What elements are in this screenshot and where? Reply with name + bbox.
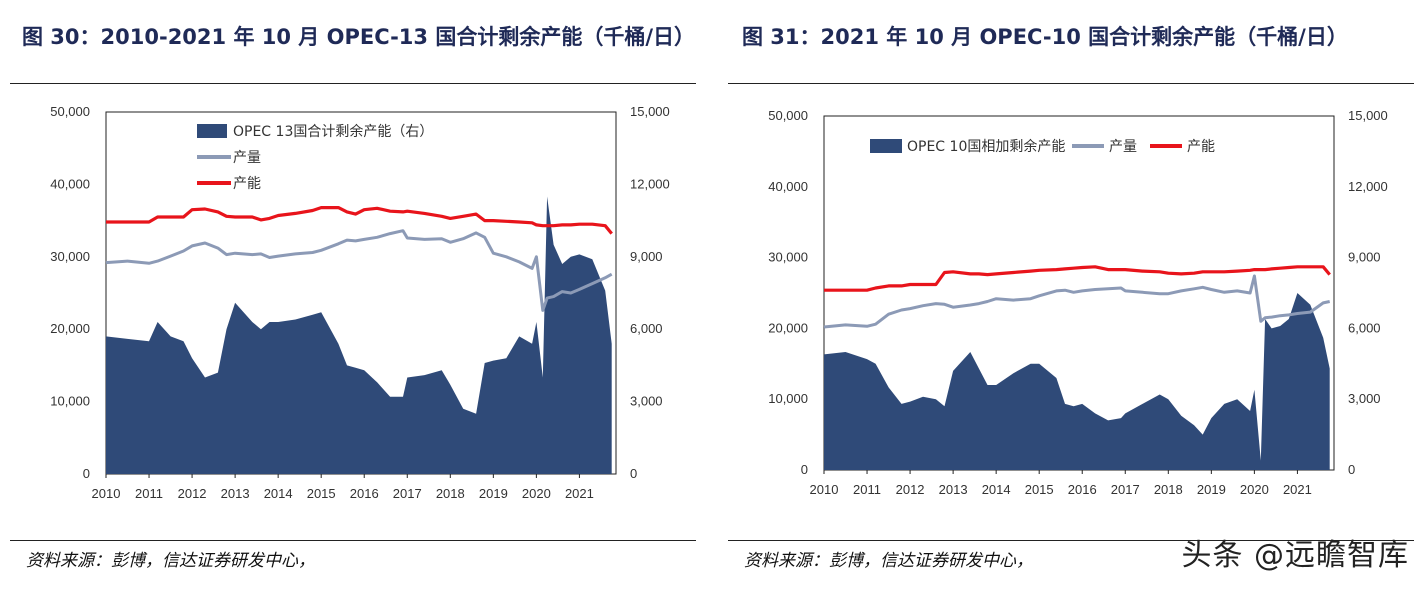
- legend-label: OPEC 10国相加剩余产能: [907, 138, 1065, 155]
- x-tick-label: 2012: [896, 482, 925, 497]
- y-right-tick-label: 3,000: [630, 394, 663, 409]
- x-tick-label: 2015: [1025, 482, 1054, 497]
- y-left-tick-label: 40,000: [768, 179, 808, 194]
- legend-label: 产能: [1187, 139, 1215, 155]
- legend-label: 产能: [233, 176, 261, 192]
- y-left-tick-label: 20,000: [50, 321, 90, 336]
- x-tick-label: 2012: [178, 486, 207, 501]
- y-left-tick-label: 20,000: [768, 320, 808, 335]
- x-tick-label: 2015: [307, 486, 336, 501]
- legend-swatch-spare-capacity: [197, 124, 227, 138]
- chart-panel-right: 图 31：2021 年 10 月 OPEC-10 国合计剩余产能（千桶/日） 0…: [722, 0, 1422, 590]
- y-left-tick-label: 30,000: [768, 250, 808, 265]
- legend-label: OPEC 13国合计剩余产能（右）: [233, 123, 433, 140]
- x-tick-label: 2014: [982, 482, 1011, 497]
- x-tick-label: 2013: [221, 486, 250, 501]
- legend: OPEC 10国相加剩余产能 产量 产能: [870, 138, 1215, 155]
- chart-opec13-spare-capacity: 0 10,000 20,000 30,000 40,000 50,000 0 3,000 6,0…: [50, 104, 670, 501]
- y-right-tick-label: 15,000: [1348, 108, 1388, 123]
- x-tick-label: 2014: [264, 486, 293, 501]
- x-tick-label: 2016: [350, 486, 379, 501]
- chart-panel-left: 图 30：2010-2021 年 10 月 OPEC-13 国合计剩余产能（千桶…: [0, 0, 700, 590]
- title-divider: [728, 83, 1414, 84]
- title-divider: [10, 83, 696, 84]
- x-tick-label: 2018: [1154, 482, 1183, 497]
- chart-title: 图 31：2021 年 10 月 OPEC-10 国合计剩余产能（千桶/日）: [742, 25, 1348, 49]
- y-right-tick-label: 15,000: [630, 104, 670, 119]
- x-tick-label: 2017: [1111, 482, 1140, 497]
- source-divider: [10, 540, 696, 541]
- series-area-spare-capacity: [824, 293, 1330, 470]
- x-tick-label: 2021: [1283, 482, 1312, 497]
- y-left-tick-label: 0: [801, 462, 808, 477]
- y-right-tick-label: 9,000: [630, 249, 663, 264]
- y-left-tick-label: 0: [83, 466, 90, 481]
- x-tick-label: 2020: [522, 486, 551, 501]
- y-right-tick-label: 12,000: [1348, 179, 1388, 194]
- x-tick-label: 2013: [939, 482, 968, 497]
- x-tick-label: 2016: [1068, 482, 1097, 497]
- chart-title: 图 30：2010-2021 年 10 月 OPEC-13 国合计剩余产能（千桶…: [22, 25, 696, 49]
- y-right-tick-label: 3,000: [1348, 391, 1381, 406]
- x-tick-label: 2010: [92, 486, 121, 501]
- x-tick-label: 2018: [436, 486, 465, 501]
- y-right-tick-label: 0: [630, 466, 637, 481]
- series-line-capacity: [106, 206, 613, 235]
- legend-swatch-spare-capacity: [870, 139, 902, 153]
- x-tick-label: 2019: [1197, 482, 1226, 497]
- x-tick-label: 2019: [479, 486, 508, 501]
- x-tick-label: 2010: [810, 482, 839, 497]
- source-note: 资料来源：彭博，信达证券研发中心，: [26, 551, 315, 571]
- legend-label: 产量: [233, 150, 261, 166]
- x-tick-label: 2020: [1240, 482, 1269, 497]
- x-tick-label: 2021: [565, 486, 594, 501]
- series-area-spare-capacity: [106, 196, 612, 474]
- y-left-tick-label: 40,000: [50, 176, 90, 191]
- y-left-tick-label: 50,000: [50, 104, 90, 119]
- x-tick-label: 2011: [135, 486, 163, 501]
- x-tick-label: 2011: [853, 482, 881, 497]
- watermark: 头条 @远瞻智库: [1181, 538, 1409, 573]
- y-right-tick-label: 6,000: [1348, 320, 1381, 335]
- y-left-tick-label: 50,000: [768, 108, 808, 123]
- y-right-tick-label: 6,000: [630, 321, 663, 336]
- y-left-tick-label: 10,000: [768, 391, 808, 406]
- source-divider: [728, 540, 1414, 541]
- y-left-tick-label: 30,000: [50, 249, 90, 264]
- source-note: 资料来源：彭博，信达证券研发中心，: [744, 551, 1033, 571]
- chart-opec10-spare-capacity: 0 10,000 20,000 30,000 40,000 50,000 0 3,000 6,0…: [768, 108, 1388, 497]
- x-tick-label: 2017: [393, 486, 422, 501]
- y-right-tick-label: 0: [1348, 462, 1355, 477]
- series-line-capacity: [824, 265, 1331, 292]
- legend-label: 产量: [1109, 139, 1137, 155]
- series-line-production: [105, 229, 613, 312]
- y-right-tick-label: 12,000: [630, 176, 670, 191]
- y-right-tick-label: 9,000: [1348, 250, 1381, 265]
- series-line-production: [823, 274, 1331, 329]
- y-left-tick-label: 10,000: [50, 394, 90, 409]
